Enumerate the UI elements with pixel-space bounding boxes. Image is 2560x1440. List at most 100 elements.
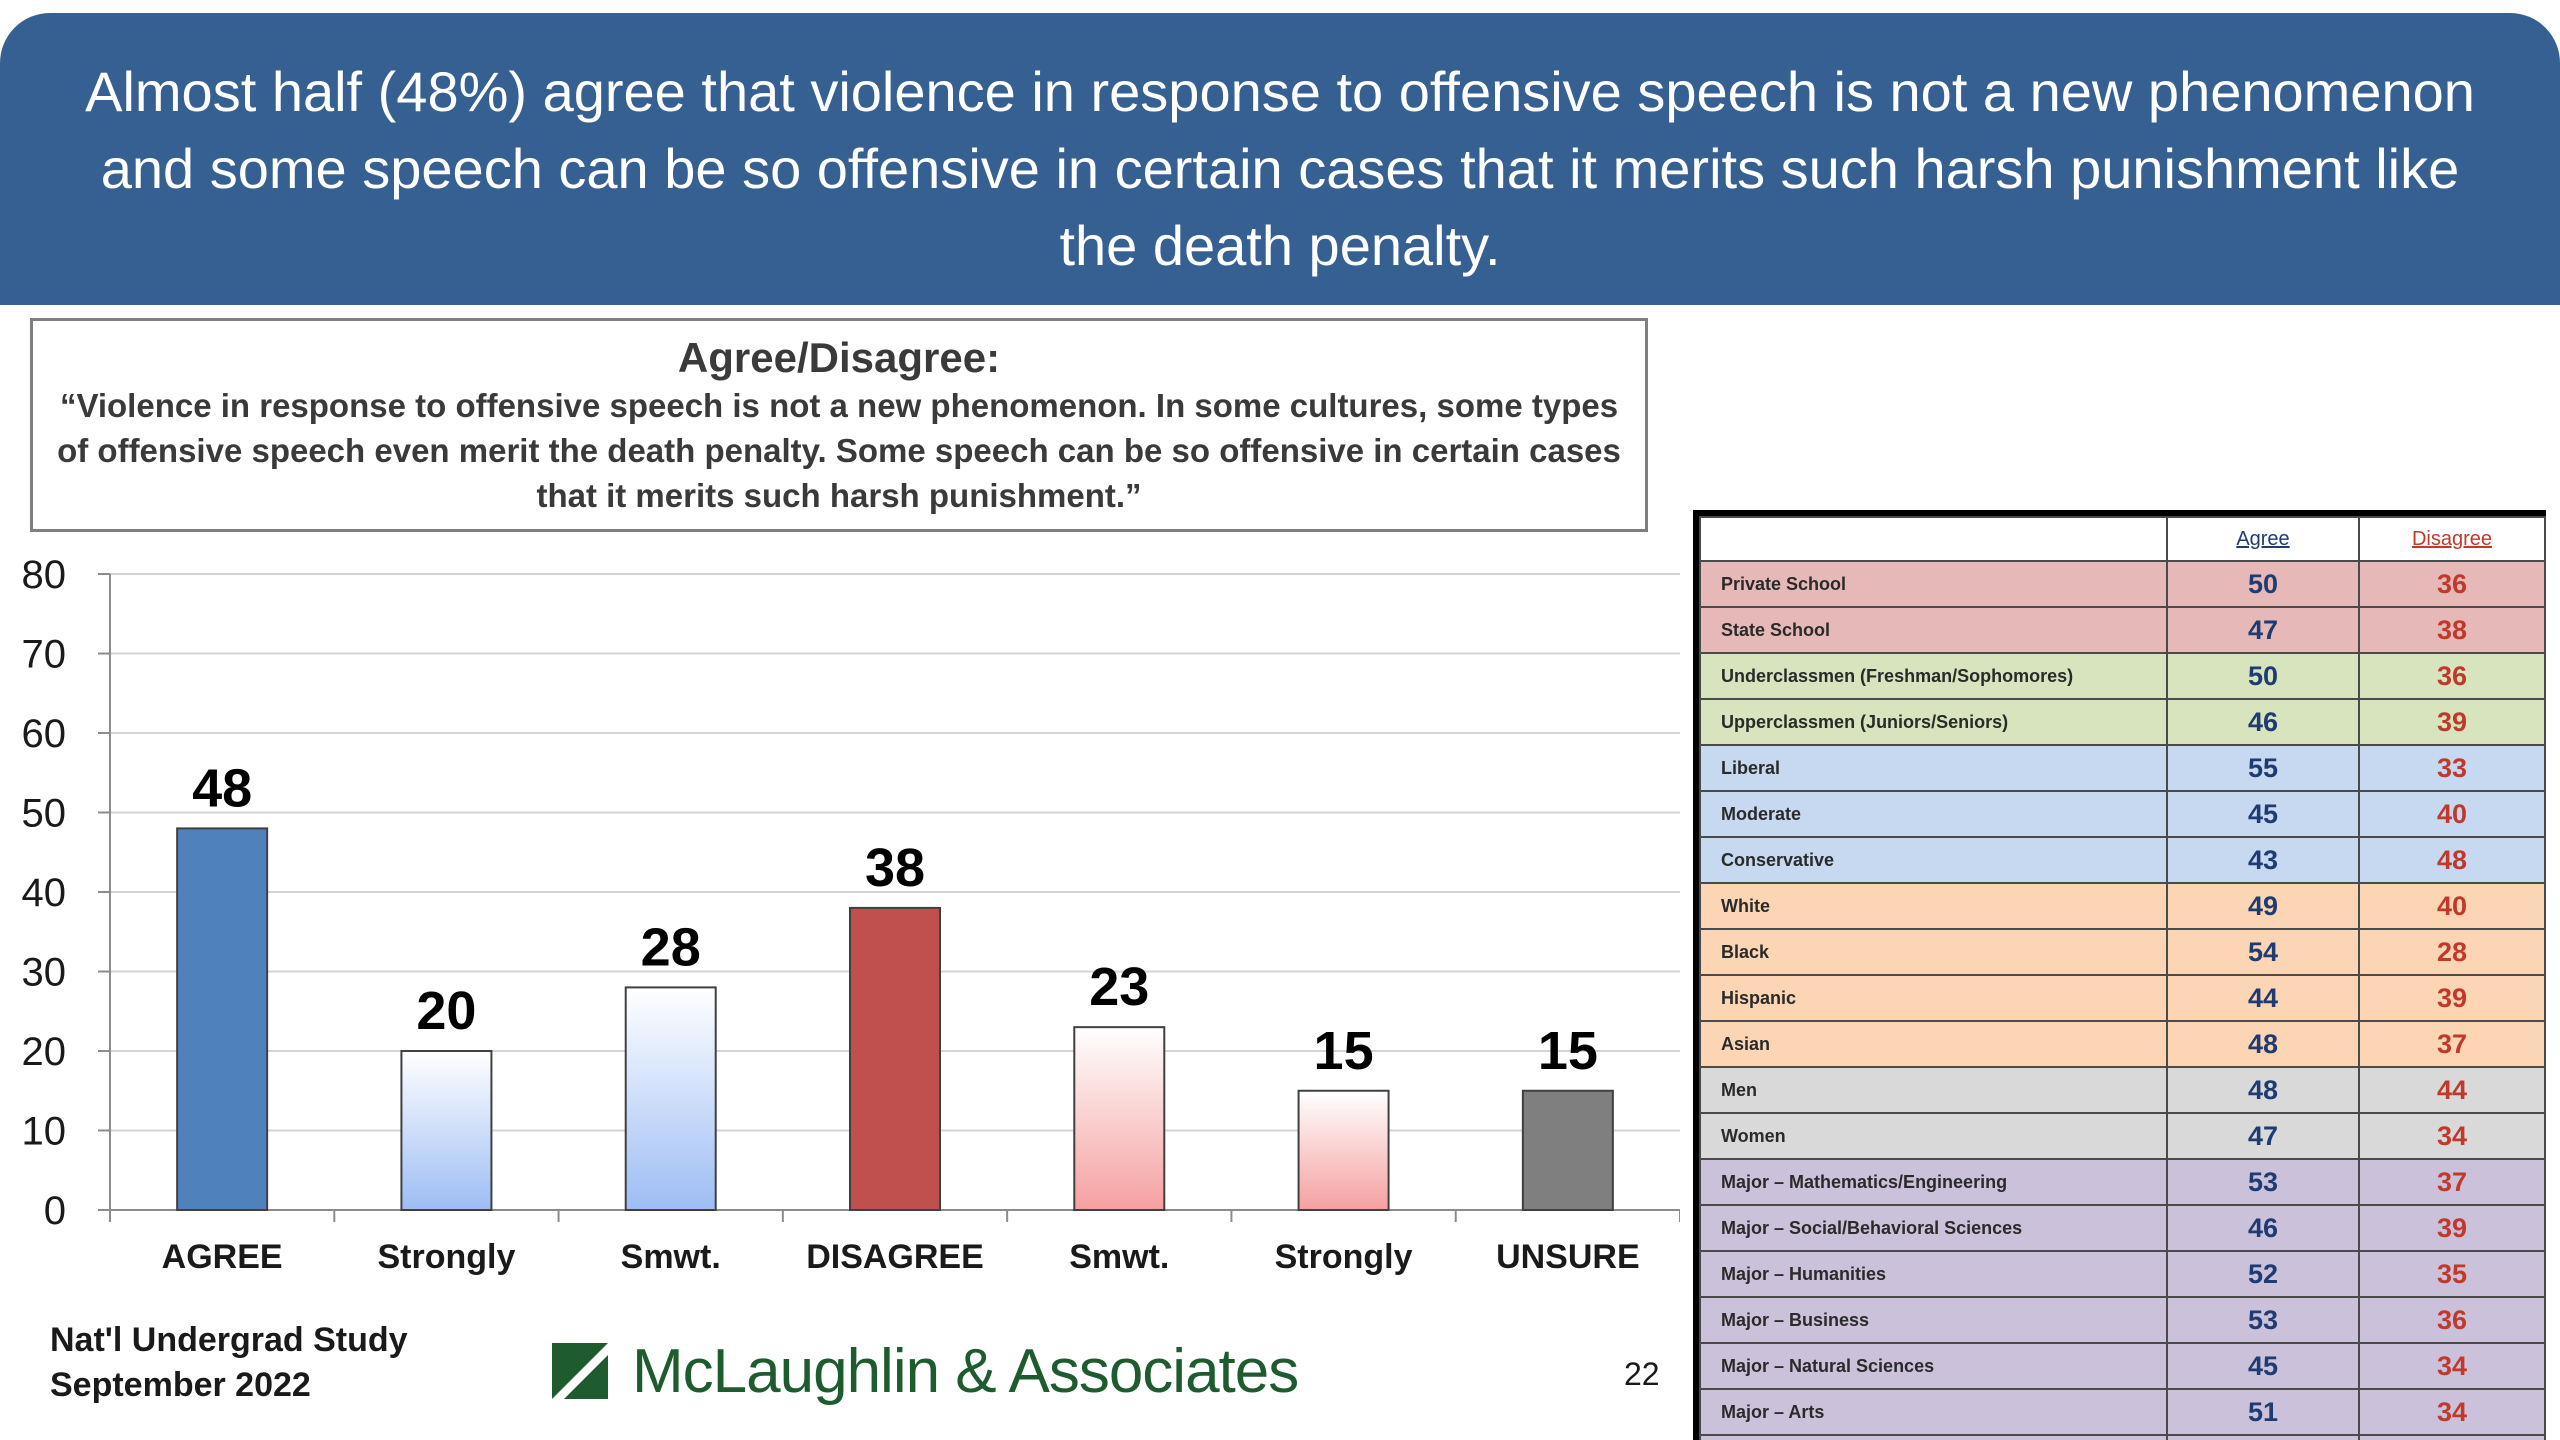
- data-label: 15: [1538, 1021, 1598, 1081]
- x-tick-label: Strongly: [1275, 1238, 1413, 1276]
- data-label: 38: [865, 838, 925, 898]
- header-empty-cell: [1699, 516, 2168, 562]
- y-tick-label: 20: [22, 1030, 67, 1074]
- data-label: 23: [1089, 957, 1149, 1017]
- bar-chart: 0 10 20 30 40 50 60 70 80 48 20 28 38 23 15 15 AGREE St…: [22, 553, 1680, 1276]
- row-disagree: 40: [2358, 882, 2546, 930]
- row-agree: 55: [2166, 744, 2360, 792]
- row-agree: 46: [2166, 1204, 2360, 1252]
- data-label: 20: [416, 981, 476, 1041]
- bar-agree-sub: [400, 1050, 493, 1211]
- row-agree: 50: [2166, 560, 2360, 608]
- table-row: Asian 48 37: [1699, 1020, 2546, 1068]
- row-disagree: 33: [2358, 744, 2546, 792]
- row-label: Liberal: [1699, 744, 2168, 792]
- table-row: Conservative 43 48: [1699, 836, 2546, 884]
- row-disagree: 34: [2358, 1388, 2546, 1436]
- row-disagree: 36: [2358, 1296, 2546, 1344]
- table-row: Major – Healthcare4734: [1699, 1434, 2546, 1440]
- row-disagree: 36: [2358, 652, 2546, 700]
- slide-title: Almost half (48%) agree that violence in…: [0, 13, 2560, 305]
- row-label: Upperclassmen (Juniors/Seniors): [1699, 698, 2168, 746]
- row-label: Hispanic: [1699, 974, 2168, 1022]
- y-tick-label: 40: [22, 871, 67, 915]
- row-disagree: 34: [2358, 1342, 2546, 1390]
- y-tick-label: 0: [44, 1189, 66, 1233]
- row-disagree: 40: [2358, 790, 2546, 838]
- x-tick-label: Smwt.: [621, 1238, 721, 1276]
- row-disagree: 36: [2358, 560, 2546, 608]
- row-disagree: 34: [2358, 1434, 2546, 1440]
- study-info: Nat'l Undergrad Study September 2022: [50, 1318, 408, 1408]
- row-label: Asian: [1699, 1020, 2168, 1068]
- chart-data-labels: 48 20 28 38 23 15 15: [192, 758, 1598, 1080]
- bar-unsure: [1521, 1089, 1614, 1211]
- demographics-table: Agree Disagree Private School 50 36 State S…: [1693, 510, 2546, 1440]
- row-disagree: 28: [2358, 928, 2546, 976]
- row-agree: 44: [2166, 974, 2360, 1022]
- row-label: Conservative: [1699, 836, 2168, 884]
- table-row: Major – Natural Sciences 45 34: [1699, 1342, 2546, 1390]
- table-row: Moderate 45 40: [1699, 790, 2546, 838]
- data-label: 15: [1314, 1021, 1374, 1081]
- table-row: State School 47 38: [1699, 606, 2546, 654]
- row-label: Major – Business: [1699, 1296, 2168, 1344]
- table-row: Private School 50 36: [1699, 560, 2546, 608]
- x-tick-label: Smwt.: [1069, 1238, 1169, 1276]
- row-agree: 51: [2166, 1388, 2360, 1436]
- table-row: White 49 40: [1699, 882, 2546, 930]
- bar-disagree-sub: [1073, 1026, 1166, 1211]
- row-disagree: 39: [2358, 1204, 2546, 1252]
- row-label: Underclassmen (Freshman/Sophomores): [1699, 652, 2168, 700]
- x-tick-label: DISAGREE: [806, 1238, 984, 1276]
- row-disagree: 37: [2358, 1158, 2546, 1206]
- company-logo: McLaughlin & Associates: [552, 1336, 1299, 1406]
- page-number: 22: [1624, 1356, 1660, 1392]
- table-row: Major – Social/Behavioral Sciences 46 39: [1699, 1204, 2546, 1252]
- table-row: Underclassmen (Freshman/Sophomores) 50 36: [1699, 652, 2546, 700]
- row-agree: 43: [2166, 836, 2360, 884]
- row-disagree: 34: [2358, 1112, 2546, 1160]
- y-tick-label: 10: [22, 1110, 67, 1154]
- header-agree: Agree: [2166, 516, 2360, 562]
- row-label: Major – Healthcare: [1699, 1434, 2168, 1440]
- logo-text: McLaughlin & Associates: [632, 1336, 1299, 1406]
- header-disagree: Disagree: [2358, 516, 2546, 562]
- table-row: Major – Arts 51 34: [1699, 1388, 2546, 1436]
- logo-mark-icon: [552, 1343, 608, 1399]
- table-row: Black 54 28: [1699, 928, 2546, 976]
- row-agree: 48: [2166, 1066, 2360, 1114]
- question-title: Agree/Disagree:: [677, 334, 1001, 381]
- row-agree: 54: [2166, 928, 2360, 976]
- data-label: 28: [641, 917, 701, 977]
- row-label: Women: [1699, 1112, 2168, 1160]
- row-agree: 53: [2166, 1158, 2360, 1206]
- y-tick-label: 80: [22, 553, 67, 597]
- question-text: “Violence in response to offensive speec…: [57, 387, 1621, 514]
- row-label: State School: [1699, 606, 2168, 654]
- row-label: Moderate: [1699, 790, 2168, 838]
- row-label: White: [1699, 882, 2168, 930]
- row-label: Private School: [1699, 560, 2168, 608]
- table-row: Women 47 34: [1699, 1112, 2546, 1160]
- bar-agree-total: [176, 827, 269, 1211]
- row-disagree: 35: [2358, 1250, 2546, 1298]
- row-disagree: 38: [2358, 606, 2546, 654]
- table-row: Major – Humanities 52 35: [1699, 1250, 2546, 1298]
- table-row: Major – Mathematics/Engineering 53 37: [1699, 1158, 2546, 1206]
- row-label: Major – Humanities: [1699, 1250, 2168, 1298]
- bar-disagree-total: [849, 906, 941, 1211]
- question-box: Agree/Disagree: “Violence in response to…: [30, 318, 1648, 532]
- row-label: Men: [1699, 1066, 2168, 1114]
- x-axis-labels: AGREE Strongly Smwt. DISAGREE Smwt. Strongly U…: [162, 1238, 1640, 1276]
- table-row: Major – Business 53 36: [1699, 1296, 2546, 1344]
- row-disagree: 44: [2358, 1066, 2546, 1114]
- row-label: Major – Mathematics/Engineering: [1699, 1158, 2168, 1206]
- y-tick-label: 50: [22, 792, 67, 836]
- x-tick-label: Strongly: [377, 1238, 515, 1276]
- study-date: September 2022: [50, 1366, 311, 1404]
- row-agree: 47: [2166, 606, 2360, 654]
- table-row: Liberal 55 33: [1699, 744, 2546, 792]
- row-label: Major – Social/Behavioral Sciences: [1699, 1204, 2168, 1252]
